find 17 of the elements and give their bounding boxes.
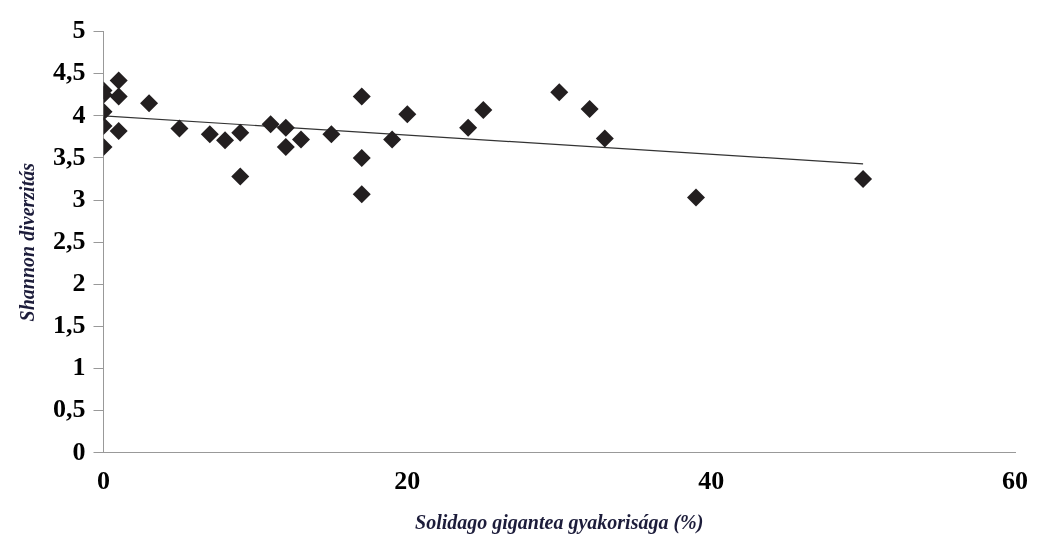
y-tick-label: 5	[72, 15, 86, 45]
x-tick-label: 20	[394, 466, 421, 496]
y-tick-label: 4	[72, 99, 86, 129]
x-tick-label: 60	[1002, 466, 1028, 496]
y-axis-title: Shannon diverzitás	[16, 162, 39, 322]
y-tick-label: 0	[72, 436, 86, 466]
x-tick-label: 40	[698, 466, 725, 496]
y-tick-label: 4,5	[53, 57, 86, 87]
y-tick-label: 3	[72, 183, 86, 213]
y-tick-label: 2	[72, 268, 86, 298]
y-tick-label: 1	[72, 352, 86, 382]
y-tick-label: 1,5	[53, 310, 86, 340]
y-tick-label: 3,5	[53, 141, 86, 171]
x-tick-label: 0	[97, 466, 110, 496]
x-axis-title: Solidago gigantea gyakorisága (%)	[415, 511, 704, 535]
y-tick-label: 2,5	[53, 225, 86, 255]
y-tick-label: 0,5	[53, 394, 86, 424]
